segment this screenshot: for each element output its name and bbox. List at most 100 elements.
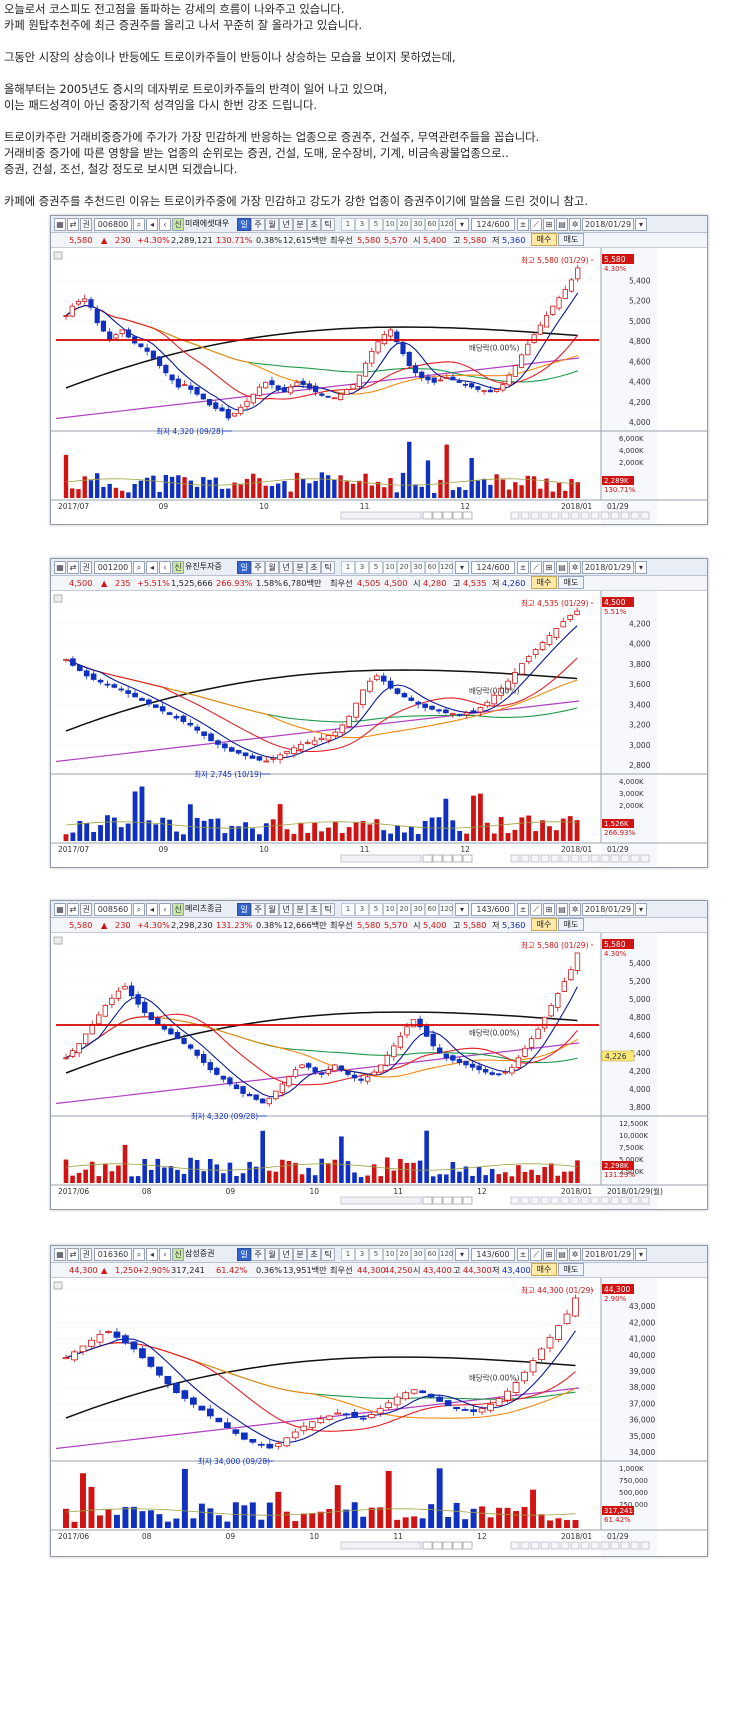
- period-tab[interactable]: 분: [293, 218, 307, 231]
- chart-options-icon[interactable]: [53, 936, 63, 945]
- period-tab[interactable]: 주: [251, 903, 265, 916]
- tool-button[interactable]: [560, 1196, 570, 1205]
- interval-button[interactable]: 5: [369, 1248, 383, 1261]
- interval-button[interactable]: 120: [439, 561, 453, 574]
- period-tab[interactable]: 일: [237, 561, 251, 574]
- settings-icon[interactable]: ✲: [569, 218, 581, 231]
- tool-button[interactable]: [570, 854, 580, 863]
- stock-code-input[interactable]: 008560: [94, 903, 132, 916]
- interval-button[interactable]: 120: [439, 903, 453, 916]
- scroll-button[interactable]: [432, 1196, 443, 1205]
- tool-button[interactable]: [510, 511, 520, 520]
- sell-button[interactable]: 매도: [558, 233, 584, 246]
- calendar-icon[interactable]: ▾: [635, 218, 647, 231]
- interval-button[interactable]: 20: [397, 903, 411, 916]
- scroll-button[interactable]: [432, 1541, 443, 1550]
- draw-icon[interactable]: ⟋: [530, 903, 542, 916]
- period-tab[interactable]: 초: [307, 1248, 321, 1261]
- tool-icon[interactable]: ⊞: [543, 903, 555, 916]
- settings-icon[interactable]: ✲: [569, 903, 581, 916]
- interval-button[interactable]: 5: [369, 218, 383, 231]
- search-icon[interactable]: ⌕: [133, 218, 145, 231]
- zoom-icon[interactable]: ±: [517, 218, 529, 231]
- tool-button[interactable]: [640, 854, 650, 863]
- interval-button[interactable]: 10: [383, 1248, 397, 1261]
- stock-code-input[interactable]: 001200: [94, 561, 132, 574]
- tool-button[interactable]: [530, 1541, 540, 1550]
- tool-button[interactable]: [620, 1541, 630, 1550]
- bar-count[interactable]: 143/600: [471, 903, 515, 916]
- period-tab[interactable]: 초: [307, 903, 321, 916]
- tool-button[interactable]: [530, 1196, 540, 1205]
- tool-button[interactable]: [530, 511, 540, 520]
- table-icon[interactable]: ▤: [556, 218, 568, 231]
- price-chart[interactable]: 5,400 5,200 5,000 4,800 4,600 4,400 4,200 4,000…: [51, 933, 707, 1209]
- tool-button[interactable]: [580, 854, 590, 863]
- interval-button[interactable]: 20: [397, 1248, 411, 1261]
- scroll-button[interactable]: [452, 1541, 463, 1550]
- tool-icon[interactable]: ⊞: [543, 1248, 555, 1261]
- buy-button[interactable]: 매수: [531, 1263, 557, 1276]
- speaker-icon[interactable]: ◂: [146, 903, 158, 916]
- tool-button[interactable]: [580, 1196, 590, 1205]
- period-tab[interactable]: 주: [251, 1248, 265, 1261]
- interval-button[interactable]: 1: [341, 218, 355, 231]
- search-icon[interactable]: ⌕: [133, 903, 145, 916]
- scroll-button[interactable]: [442, 1196, 453, 1205]
- sell-button[interactable]: 매도: [558, 918, 584, 931]
- tool-button[interactable]: [550, 1541, 560, 1550]
- interval-button[interactable]: 3: [355, 1248, 369, 1261]
- market-mode[interactable]: 권: [80, 561, 92, 574]
- price-chart[interactable]: 43,000 42,000 41,000 40,000 39,000 38,000 37,0…: [51, 1278, 707, 1556]
- period-tab[interactable]: 틱: [321, 1248, 335, 1261]
- buy-button[interactable]: 매수: [531, 918, 557, 931]
- scroll-button[interactable]: [462, 854, 473, 863]
- tool-button[interactable]: [560, 854, 570, 863]
- period-tab[interactable]: 분: [293, 561, 307, 574]
- bar-count[interactable]: 124/600: [471, 561, 515, 574]
- zoom-icon[interactable]: ±: [517, 561, 529, 574]
- tool-button[interactable]: [560, 511, 570, 520]
- scroll-button[interactable]: [442, 1541, 453, 1550]
- tool-button[interactable]: [540, 1541, 550, 1550]
- scroll-button[interactable]: [462, 511, 473, 520]
- tool-button[interactable]: [610, 511, 620, 520]
- speaker-icon[interactable]: ◂: [146, 218, 158, 231]
- prev-icon[interactable]: ‹: [159, 1248, 171, 1261]
- scroll-button[interactable]: [462, 1196, 473, 1205]
- period-tab[interactable]: 월: [265, 1248, 279, 1261]
- tool-button[interactable]: [630, 1196, 640, 1205]
- interval-button[interactable]: 30: [411, 561, 425, 574]
- scroll-button[interactable]: [462, 1541, 473, 1550]
- market-mode[interactable]: 권: [80, 218, 92, 231]
- scroll-button[interactable]: [422, 1196, 433, 1205]
- chart-tools[interactable]: [510, 511, 650, 520]
- chart-options-icon[interactable]: [53, 1281, 63, 1290]
- table-icon[interactable]: ▤: [556, 903, 568, 916]
- scroll-button[interactable]: [452, 511, 463, 520]
- tool-button[interactable]: [590, 1541, 600, 1550]
- calendar-icon[interactable]: ▾: [635, 1248, 647, 1261]
- buy-button[interactable]: 매수: [531, 576, 557, 589]
- link-icon[interactable]: ⇄: [67, 1248, 79, 1261]
- tool-button[interactable]: [600, 1541, 610, 1550]
- tool-button[interactable]: [580, 1541, 590, 1550]
- interval-button[interactable]: 120: [439, 1248, 453, 1261]
- scroll-controls[interactable]: [340, 511, 473, 520]
- link-icon[interactable]: ⇄: [67, 561, 79, 574]
- tool-button[interactable]: [540, 1196, 550, 1205]
- draw-icon[interactable]: ⟋: [530, 561, 542, 574]
- market-mode[interactable]: 권: [80, 903, 92, 916]
- tool-icon[interactable]: ⊞: [543, 218, 555, 231]
- table-icon[interactable]: ▤: [556, 1248, 568, 1261]
- interval-button[interactable]: 120: [439, 218, 453, 231]
- period-tab[interactable]: 월: [265, 218, 279, 231]
- sell-button[interactable]: 매도: [558, 576, 584, 589]
- tool-button[interactable]: [640, 1541, 650, 1550]
- tool-button[interactable]: [570, 1196, 580, 1205]
- interval-button[interactable]: 1: [341, 561, 355, 574]
- tool-button[interactable]: [570, 1541, 580, 1550]
- link-icon[interactable]: ⇄: [67, 903, 79, 916]
- tool-button[interactable]: [580, 511, 590, 520]
- interval-button[interactable]: 20: [397, 218, 411, 231]
